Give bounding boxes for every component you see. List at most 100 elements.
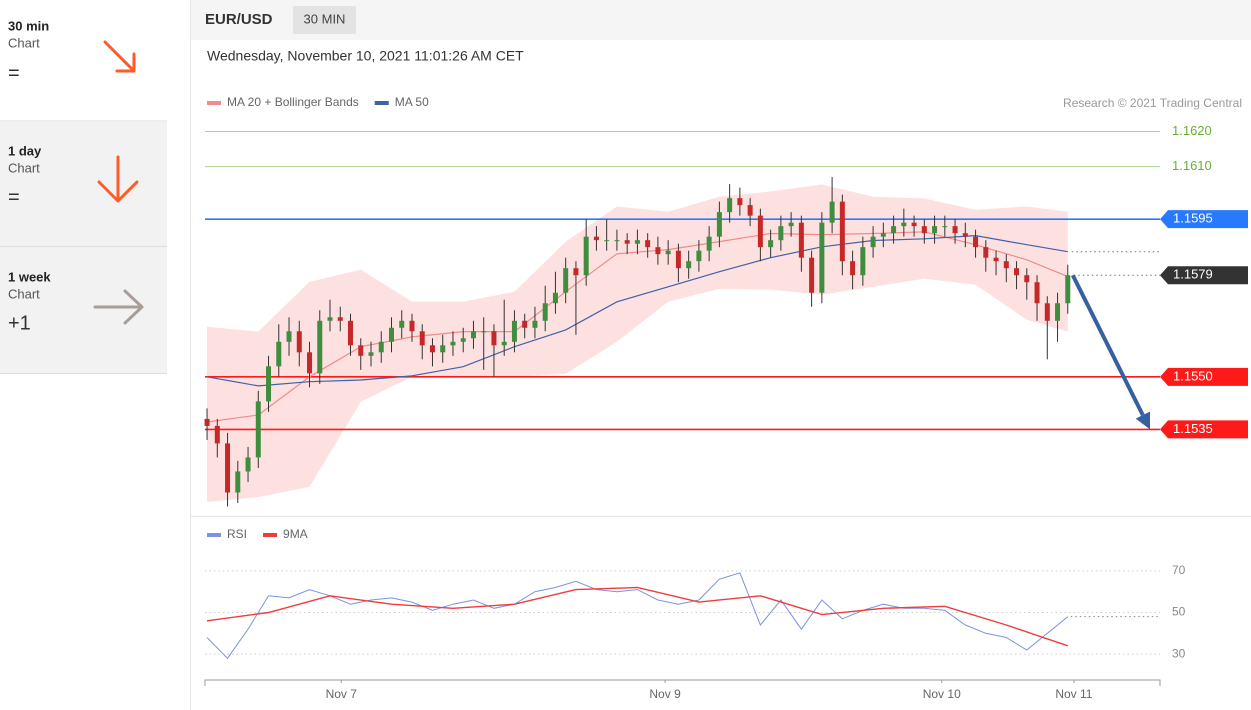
- candle-body: [266, 366, 272, 402]
- candle-body: [286, 331, 292, 342]
- legend-swatch: [207, 101, 221, 105]
- interval-box[interactable]: [293, 6, 356, 34]
- forecast-arrowhead: [1135, 411, 1150, 430]
- candle-body: [337, 317, 343, 321]
- candle-body: [552, 292, 558, 304]
- candle-body: [768, 240, 774, 248]
- period: 30 min: [8, 18, 49, 33]
- candle-body: [409, 320, 415, 332]
- candle-body: [624, 240, 630, 244]
- candle-body: [645, 240, 651, 248]
- signal: +1: [8, 312, 31, 334]
- ma-line: [206, 231, 1069, 423]
- candle-body: [604, 240, 610, 242]
- candle-body: [993, 257, 999, 262]
- series-line: [206, 586, 1069, 647]
- level-label: 1.1610: [1172, 158, 1212, 173]
- candle-body: [532, 320, 538, 328]
- candle-body: [399, 320, 405, 328]
- candle-body: [348, 320, 354, 346]
- candle-body: [204, 418, 210, 426]
- level-label: 1.1550: [1173, 368, 1213, 383]
- candle-body: [388, 327, 394, 342]
- candle-body: [419, 331, 425, 346]
- candle-body: [819, 222, 825, 293]
- candle-body: [675, 250, 681, 269]
- candle-body: [942, 226, 948, 228]
- candle-body: [1065, 275, 1071, 304]
- candle-body: [1055, 303, 1061, 321]
- arrow-icon: [115, 52, 136, 73]
- interval[interactable]: 30 MIN: [304, 11, 346, 26]
- candle-body: [235, 471, 241, 493]
- plot: MA 20 + Bollinger Bands MA 50 1.1620 1.1610…: [204, 95, 1248, 701]
- level-tag: [1160, 367, 1248, 386]
- candle-body: [481, 331, 487, 333]
- candle-body: [614, 240, 620, 242]
- candle-body: [225, 443, 231, 493]
- candle-body: [460, 338, 466, 342]
- trend-icons: [93, 40, 144, 325]
- candle-body: [788, 222, 794, 227]
- legend-label: MA 50: [395, 95, 429, 109]
- x-tick-label: Nov 11: [1055, 687, 1092, 701]
- series-line: [206, 572, 1069, 660]
- candle-body: [850, 261, 856, 276]
- candle-body: [757, 215, 763, 248]
- candle-body: [952, 226, 958, 234]
- x-axis: [204, 679, 1161, 686]
- candle-body: [962, 233, 968, 237]
- header-bar: [191, 0, 1251, 40]
- candle-body: [829, 201, 835, 223]
- period: 1 day: [8, 143, 42, 158]
- candle-body: [563, 268, 569, 293]
- period-label: Chart: [8, 35, 40, 50]
- candle-body: [870, 236, 876, 248]
- legend-swatch: [374, 101, 389, 105]
- candle-body: [255, 401, 261, 458]
- sidebar-item[interactable]: [0, 247, 167, 373]
- level-label: 1.1620: [1172, 123, 1212, 138]
- arrow-icon: [103, 40, 135, 72]
- candle-body: [214, 425, 220, 444]
- y-tick-label: 50: [1172, 605, 1186, 619]
- candle-body: [778, 226, 784, 241]
- candle-body: [573, 268, 579, 276]
- candle-body: [655, 247, 661, 255]
- candle-body: [932, 226, 938, 234]
- level-tag: [1160, 420, 1248, 439]
- candle-body: [686, 261, 692, 269]
- candle-body: [973, 236, 979, 248]
- legend-label: MA 20 + Bollinger Bands: [227, 95, 359, 109]
- candle-body: [522, 320, 528, 328]
- level-label: 1.1579: [1173, 267, 1213, 282]
- credit: Research © 2021 Trading Central: [1063, 96, 1242, 110]
- candle-body: [839, 201, 845, 262]
- arrow-icon: [123, 289, 144, 325]
- sidebar-item[interactable]: [0, 122, 167, 246]
- candle-body: [317, 320, 323, 374]
- timestamp: Wednesday, November 10, 2021 11:01:26 AM…: [207, 48, 524, 64]
- candle-body: [901, 222, 907, 227]
- candle-body: [983, 247, 989, 258]
- candle-body: [358, 345, 364, 356]
- legend-swatch: [263, 533, 278, 537]
- candle-body: [542, 303, 548, 321]
- candle-body: [727, 198, 733, 213]
- sidebar-item[interactable]: [0, 0, 167, 120]
- arrow-icon: [97, 180, 139, 203]
- legend-label: RSI: [227, 527, 247, 541]
- candle-body: [706, 236, 712, 251]
- candle-body: [470, 331, 476, 339]
- candle-body: [911, 222, 917, 227]
- candle-body: [665, 250, 671, 255]
- ma-line: [206, 234, 1068, 387]
- level-tag: [1160, 210, 1248, 229]
- candle-body: [737, 198, 743, 206]
- symbol: EUR/USD: [205, 11, 273, 28]
- candle-body: [583, 236, 589, 276]
- level-label: 1.1595: [1173, 211, 1213, 226]
- level-label: 1.1535: [1173, 421, 1213, 436]
- candle-body: [368, 352, 374, 356]
